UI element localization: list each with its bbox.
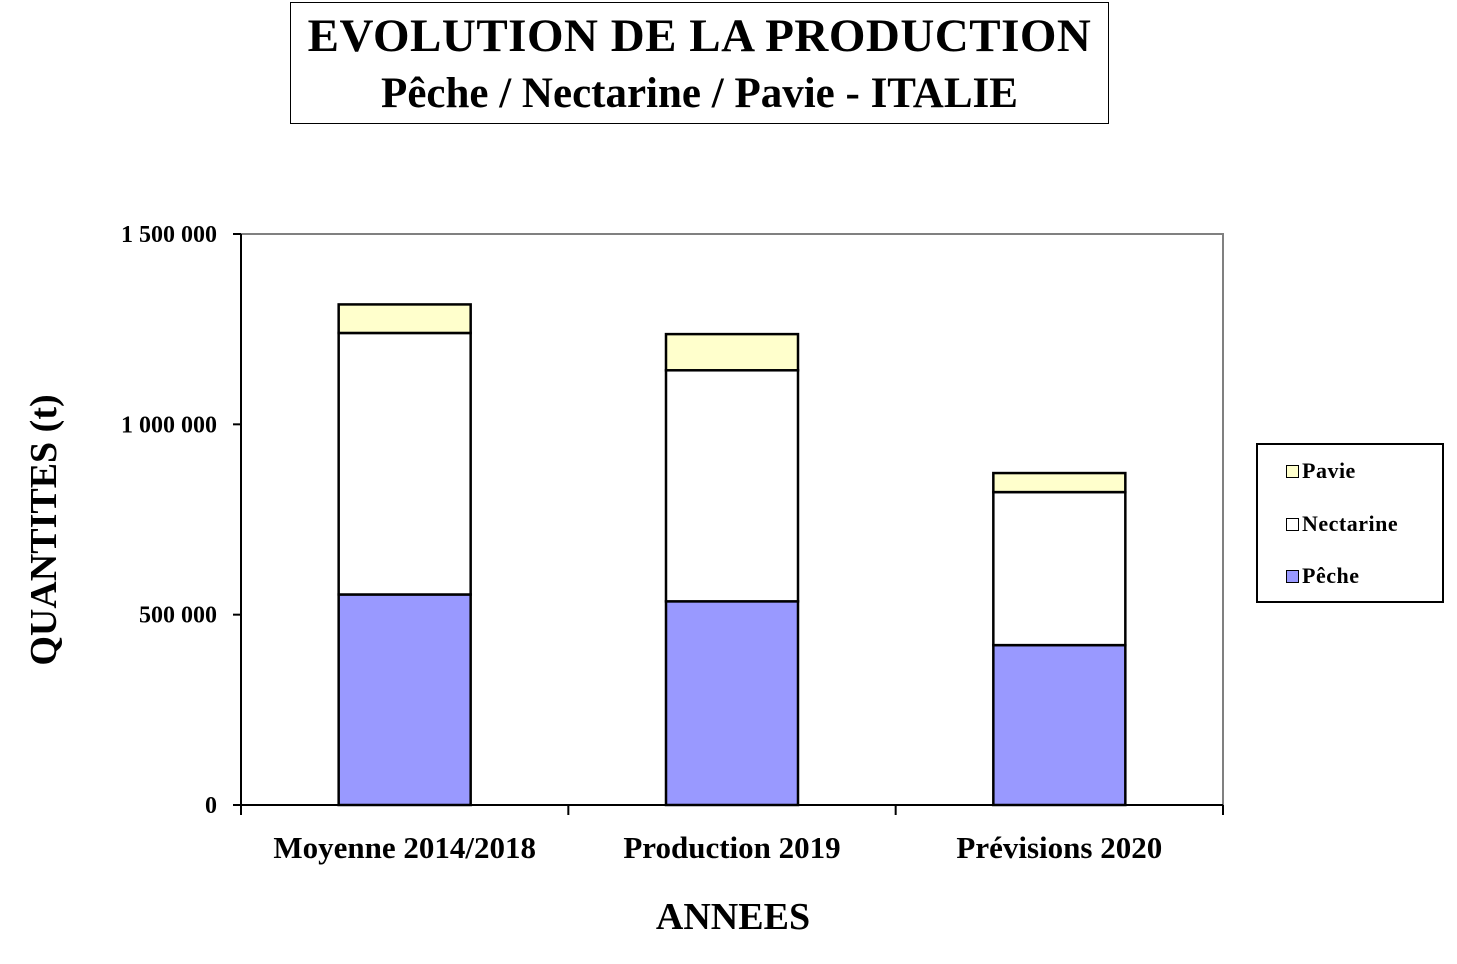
- plot-area: 0 500 000 1 000 000 1 500 000 Moyenne 2014/2…: [121, 222, 1224, 865]
- bar-peche-3: [992, 643, 1127, 807]
- legend-item-peche: Pêche: [1286, 563, 1360, 588]
- legend-item-nectarine: Nectarine: [1286, 511, 1399, 536]
- x-tick-label: Prévisions 2020: [956, 830, 1162, 865]
- bar-peche-1: [337, 593, 472, 807]
- bar-pavie-2: [664, 332, 800, 372]
- legend-swatch-pavie: [1286, 464, 1299, 478]
- y-tick-label: 500 000: [139, 603, 217, 629]
- x-tick-label: Production 2019: [623, 830, 840, 865]
- chart-title: EVOLUTION DE LA PRODUCTION: [307, 10, 1092, 62]
- legend-label-peche: Pêche: [1302, 563, 1360, 588]
- legend-swatch-peche: [1286, 569, 1299, 583]
- legend-swatch-nectarine: [1286, 517, 1299, 531]
- chart-title-box: EVOLUTION DE LA PRODUCTION Pêche / Necta…: [290, 2, 1109, 124]
- bar-pavie-1: [337, 303, 472, 335]
- bar-nectarine-2: [664, 369, 800, 603]
- legend-label-pavie: Pavie: [1302, 458, 1356, 483]
- bar-pavie-3: [992, 471, 1127, 494]
- y-axis-title: QUANTITES (t): [23, 394, 65, 665]
- y-tick-label: 1 000 000: [121, 412, 217, 438]
- bar-nectarine-3: [992, 490, 1127, 647]
- chart-subtitle: Pêche / Nectarine / Pavie - ITALIE: [381, 70, 1018, 117]
- x-tick-label: Moyenne 2014/2018: [273, 830, 536, 865]
- y-tick-label: 0: [205, 793, 217, 819]
- bar-nectarine-1: [337, 331, 472, 596]
- legend-item-pavie: Pavie: [1286, 458, 1356, 483]
- x-axis-title: ANNEES: [656, 896, 810, 938]
- legend-label-nectarine: Nectarine: [1302, 511, 1399, 536]
- bar-peche-2: [664, 600, 800, 807]
- legend: Pavie Nectarine Pêche: [1256, 443, 1444, 603]
- y-tick-label: 1 500 000: [121, 222, 217, 248]
